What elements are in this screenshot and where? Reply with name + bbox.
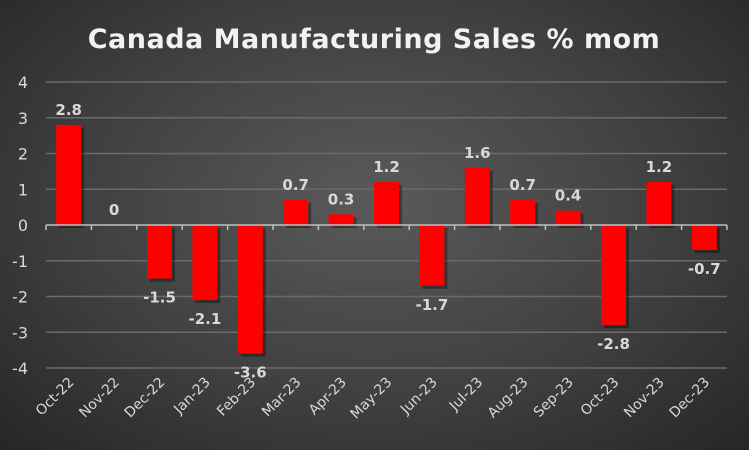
- y-tick-label: -3: [12, 323, 28, 342]
- bar: [237, 225, 263, 354]
- bar: [601, 225, 626, 326]
- x-tick-label: Nov-22: [76, 375, 123, 422]
- y-axis: 4 3 2 1 0 -1 -2 -3 -4: [12, 73, 28, 378]
- bar: [646, 182, 672, 225]
- y-tick-label: 4: [18, 73, 28, 92]
- x-axis: [45, 224, 728, 230]
- bar: [555, 210, 581, 225]
- y-tick-label: -2: [12, 288, 28, 307]
- data-label: 0.7: [509, 176, 536, 194]
- data-label: 1.2: [646, 158, 673, 176]
- y-tick-label: -4: [12, 359, 28, 378]
- bar: [374, 182, 399, 225]
- y-tick-label: 3: [18, 109, 28, 128]
- y-tick-label: 2: [18, 145, 28, 164]
- bar: [328, 214, 354, 225]
- x-tick-label: Aug-23: [485, 375, 532, 422]
- bar: [419, 225, 445, 286]
- data-label: 0.3: [328, 190, 355, 208]
- x-tick-label: Jan-23: [170, 375, 213, 418]
- x-tick-label: Oct-22: [33, 375, 78, 420]
- data-labels: 2.8 0 -1.5 -2.1 -3.6 0.7 0.3 1.2 -1.7 1.6 0.7 0.4 -2…: [55, 101, 720, 382]
- data-label: 1.2: [373, 158, 400, 176]
- x-tick-label: May-23: [348, 375, 396, 423]
- data-label: -0.7: [688, 260, 721, 278]
- data-label: 1.6: [464, 144, 491, 162]
- bar: [464, 167, 490, 225]
- data-label: -1.7: [415, 296, 448, 314]
- data-label: 0.7: [282, 176, 309, 194]
- y-tick-label: -1: [12, 252, 28, 271]
- bar: [510, 199, 536, 225]
- data-label: 0: [109, 201, 119, 219]
- bar: [192, 225, 218, 301]
- x-tick-label: Sep-23: [531, 375, 577, 421]
- data-label: -2.8: [597, 335, 630, 353]
- data-label: 2.8: [55, 101, 82, 119]
- data-label: -1.5: [143, 289, 176, 307]
- y-tick-label: 0: [18, 216, 28, 235]
- x-tick-label: Jul-23: [446, 375, 486, 415]
- bar: [283, 199, 309, 225]
- x-tick-label: Nov-23: [621, 375, 668, 422]
- data-label: -3.6: [234, 364, 267, 382]
- y-tick-label: 1: [18, 180, 28, 199]
- bar: [147, 225, 172, 279]
- x-tick-label: Oct-23: [578, 375, 623, 420]
- x-tick-label: Dec-22: [122, 375, 169, 422]
- data-label: -2.1: [188, 310, 221, 328]
- data-label: 0.4: [555, 187, 582, 205]
- x-tick-label: Apr-23: [306, 375, 350, 419]
- bar: [56, 124, 82, 225]
- bar: [691, 225, 717, 251]
- bars: [56, 124, 720, 357]
- x-tick-label: Jun-23: [397, 375, 441, 419]
- x-tick-label: Dec-23: [666, 375, 713, 422]
- chart-title: Canada Manufacturing Sales % mom: [88, 24, 661, 55]
